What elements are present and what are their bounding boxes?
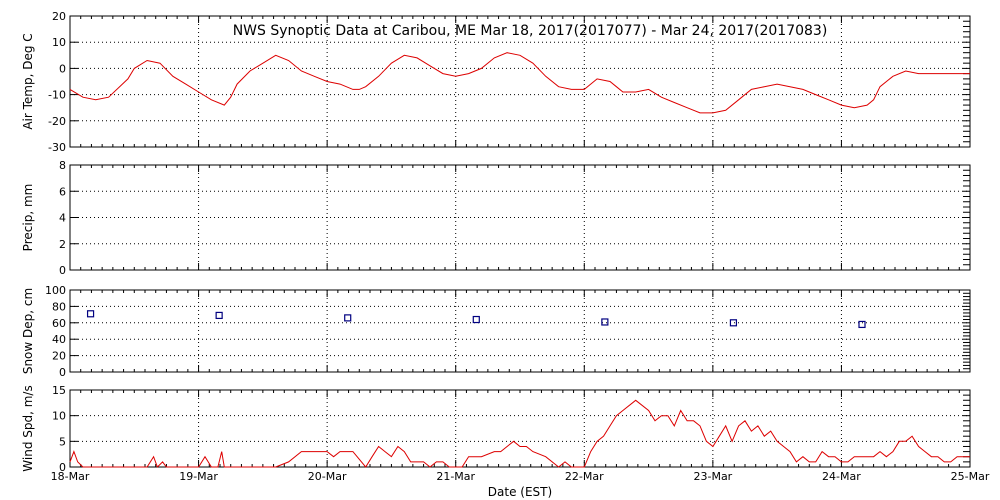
y-axis-label: Wind Spd, m/s (21, 385, 35, 471)
y-tick-label: 15 (52, 384, 66, 397)
series-line (69, 399, 970, 468)
data-point (729, 319, 738, 327)
y-tick-label: 20 (52, 10, 66, 23)
x-tick-label: 21-Mar (436, 470, 475, 483)
x-axis-label: Date (EST) (488, 485, 552, 499)
x-tick-label: 18-Mar (51, 470, 90, 483)
y-axis-label: Air Temp, Deg C (21, 33, 35, 129)
series-line (69, 52, 970, 114)
y-tick-label: 0 (59, 366, 66, 379)
panel-snow-depth: 0 20 40 60 80 100 Snow Dep, cm (21, 284, 971, 379)
x-tick-label: 22-Mar (565, 470, 604, 483)
panel-wind-speed: 0 5 10 15 Wind Spd, m/s (21, 384, 971, 474)
y-tick-label: 0 (59, 461, 66, 474)
data-point (344, 314, 352, 322)
y-tick-label: 0 (59, 62, 66, 75)
y-tick-label: 2 (59, 238, 66, 251)
figure-title: NWS Synoptic Data at Caribou, ME Mar 18,… (233, 23, 828, 39)
y-tick-label: -30 (48, 141, 66, 154)
chart-panels: -30 -20 -10 0 10 20 Air Temp, Deg C 0 2 4 6 8 Precip… (21, 10, 990, 483)
panel-frame (69, 164, 971, 271)
y-tick-label: 80 (52, 300, 66, 313)
x-tick-label: 25-Mar (951, 470, 990, 483)
y-tick-label: 20 (52, 350, 66, 363)
y-tick-label: 40 (52, 333, 66, 346)
y-tick-label: 6 (59, 185, 66, 198)
x-tick-label: 24-Mar (822, 470, 861, 483)
x-tick-label: 19-Mar (179, 470, 218, 483)
x-tick-label: 20-Mar (308, 470, 347, 483)
y-tick-label: -10 (48, 89, 66, 102)
data-point (858, 320, 866, 329)
panel-frame (69, 389, 971, 468)
panel-frame (69, 289, 971, 373)
panel-frame (69, 15, 971, 148)
y-tick-label: 10 (52, 410, 66, 423)
y-axis-label: Snow Dep, cm (21, 288, 35, 374)
y-tick-label: 60 (52, 317, 66, 330)
panel-air-temp: -30 -20 -10 0 10 20 Air Temp, Deg C (21, 10, 971, 154)
data-point (472, 315, 480, 324)
panel-precip: 0 2 4 6 8 Precip, mm (21, 159, 971, 277)
y-axis-label: Precip, mm (21, 184, 35, 252)
data-point (601, 318, 609, 326)
y-tick-label: 5 (59, 435, 66, 448)
y-tick-label: 4 (59, 212, 66, 225)
data-point (215, 311, 223, 320)
y-tick-label: 0 (59, 264, 66, 277)
x-tick-label: 23-Mar (693, 470, 732, 483)
y-tick-label: 10 (52, 36, 66, 49)
y-tick-label: 100 (45, 284, 66, 297)
data-point (86, 310, 95, 318)
y-tick-label: 8 (59, 159, 66, 172)
y-tick-label: -20 (48, 115, 66, 128)
